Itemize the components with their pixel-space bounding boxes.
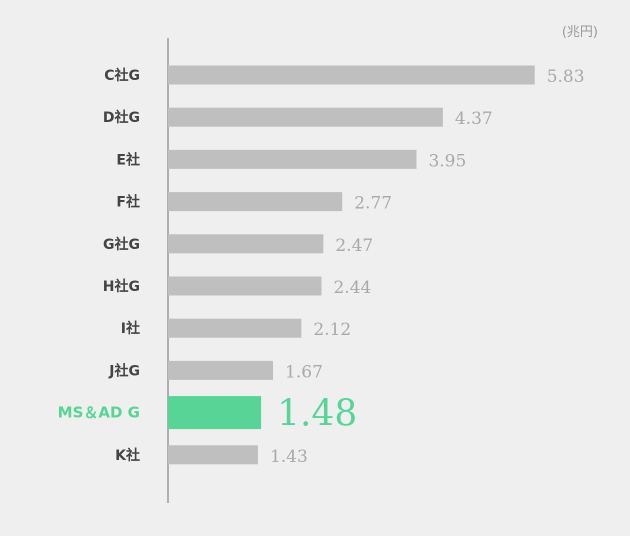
- value-label: 1.48: [277, 394, 357, 435]
- value-label: 1.43: [270, 447, 308, 467]
- category-label: C社G: [104, 67, 140, 84]
- bar: [168, 192, 343, 212]
- category-label: J社G: [108, 362, 140, 379]
- bar: [168, 234, 324, 254]
- unit-label: (兆円): [562, 25, 598, 40]
- bar: [168, 65, 535, 85]
- value-label: 1.67: [285, 362, 323, 382]
- bar: [168, 445, 258, 465]
- bar: [168, 107, 443, 127]
- bar: [168, 318, 302, 338]
- category-label: K社: [115, 447, 140, 464]
- bar: [168, 360, 274, 380]
- category-label: D社G: [103, 109, 140, 126]
- value-label: 2.12: [313, 320, 351, 340]
- value-label: 3.95: [428, 151, 466, 171]
- bar: [168, 149, 417, 169]
- highlight-bar: [168, 396, 262, 430]
- bar: [168, 276, 322, 296]
- value-label: 2.77: [354, 194, 392, 214]
- category-label: H社G: [103, 278, 140, 295]
- category-label: E社: [116, 151, 140, 168]
- bars-group: C社G 5.83 D社G 4.37 E社 3.95 F社 2.77 G社G 2.47 H社G 2.44…: [58, 65, 585, 467]
- category-label: I社: [121, 320, 140, 337]
- value-label: 5.83: [547, 67, 585, 87]
- value-label: 4.37: [455, 109, 493, 129]
- value-label: 2.44: [333, 278, 371, 298]
- category-label: F社: [116, 194, 140, 211]
- category-label: G社G: [103, 236, 140, 253]
- category-label: MS＆AD G: [58, 404, 140, 422]
- value-label: 2.47: [335, 236, 373, 256]
